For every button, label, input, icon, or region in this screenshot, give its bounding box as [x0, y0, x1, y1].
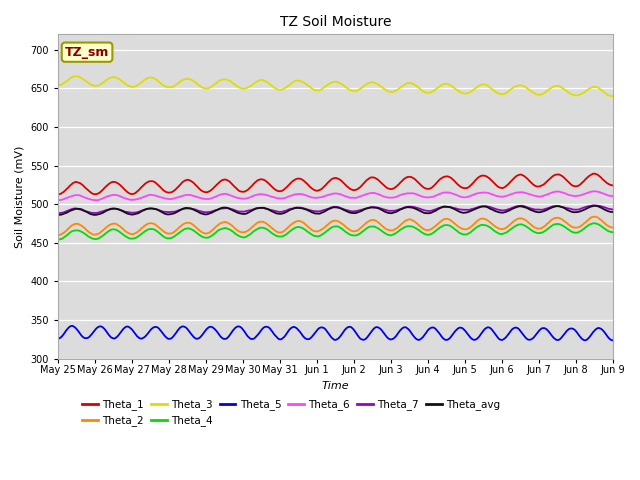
X-axis label: Time: Time	[322, 381, 349, 391]
Line: Theta_1: Theta_1	[58, 174, 612, 194]
Theta_4	[227, 227, 234, 233]
Line: Theta_5: Theta_5	[58, 326, 612, 340]
Theta_5	[559, 333, 567, 339]
Theta_4	[590, 220, 598, 226]
Theta_1	[462, 185, 470, 191]
Theta_5	[392, 333, 400, 339]
Theta_avg	[54, 212, 62, 218]
Theta_7	[558, 204, 566, 210]
Theta_avg	[289, 205, 297, 211]
Theta_7	[462, 207, 470, 213]
Theta_2	[391, 227, 399, 232]
Line: Theta_4: Theta_4	[58, 223, 612, 240]
Theta_6	[92, 197, 99, 203]
Theta_2	[609, 225, 616, 230]
Theta_2	[365, 218, 372, 224]
Theta_4	[609, 229, 616, 235]
Theta_1	[558, 173, 566, 179]
Theta_avg	[365, 205, 373, 211]
Title: TZ Soil Moisture: TZ Soil Moisture	[280, 15, 391, 29]
Theta_3	[289, 79, 297, 85]
Theta_4	[288, 227, 296, 232]
Line: Theta_3: Theta_3	[58, 76, 612, 96]
Theta_5	[289, 324, 297, 330]
Theta_2	[591, 214, 599, 219]
Theta_6	[590, 189, 598, 194]
Theta_3	[72, 73, 79, 79]
Line: Theta_2: Theta_2	[58, 216, 612, 235]
Theta_2	[288, 221, 296, 227]
Theta_4	[558, 222, 566, 228]
Theta_1	[391, 185, 399, 191]
Theta_2	[558, 216, 566, 222]
Legend: Theta_1, Theta_2, Theta_3, Theta_4, Theta_5, Theta_6, Theta_7, Theta_avg: Theta_1, Theta_2, Theta_3, Theta_4, Thet…	[83, 399, 500, 426]
Theta_5	[581, 337, 589, 343]
Theta_4	[54, 237, 62, 242]
Theta_3	[463, 90, 470, 96]
Theta_7	[227, 206, 234, 212]
Theta_1	[365, 176, 372, 182]
Theta_3	[228, 80, 236, 85]
Theta_6	[289, 192, 297, 198]
Theta_1	[54, 192, 62, 197]
Line: Theta_6: Theta_6	[58, 192, 612, 200]
Theta_5	[228, 329, 236, 335]
Theta_7	[589, 203, 597, 208]
Theta_5	[54, 336, 62, 341]
Theta_1	[590, 171, 598, 177]
Theta_4	[391, 231, 399, 237]
Theta_3	[392, 87, 400, 93]
Theta_7	[365, 205, 372, 211]
Theta_4	[365, 224, 372, 230]
Theta_6	[228, 193, 236, 199]
Theta_5	[463, 330, 470, 336]
Theta_3	[559, 85, 567, 91]
Line: Theta_7: Theta_7	[58, 205, 612, 213]
Theta_3	[365, 80, 373, 85]
Theta_6	[559, 190, 567, 195]
Theta_6	[365, 191, 373, 196]
Theta_3	[609, 93, 616, 99]
Theta_avg	[228, 207, 236, 213]
Theta_3	[54, 82, 62, 88]
Theta_1	[288, 179, 296, 185]
Theta_6	[54, 197, 62, 203]
Y-axis label: Soil Moisture (mV): Soil Moisture (mV)	[15, 145, 25, 248]
Theta_7	[609, 206, 616, 212]
Theta_7	[288, 206, 296, 212]
Theta_avg	[463, 210, 470, 216]
Theta_6	[463, 194, 470, 200]
Theta_5	[365, 331, 373, 337]
Theta_7	[54, 210, 62, 216]
Line: Theta_avg: Theta_avg	[58, 206, 612, 215]
Theta_avg	[609, 209, 616, 215]
Theta_avg	[559, 204, 567, 210]
Theta_6	[609, 193, 616, 199]
Theta_1	[227, 180, 234, 186]
Theta_avg	[591, 203, 599, 209]
Theta_4	[462, 232, 470, 238]
Theta_2	[227, 222, 234, 228]
Theta_6	[392, 194, 400, 200]
Theta_2	[462, 227, 470, 232]
Text: TZ_sm: TZ_sm	[65, 46, 109, 59]
Theta_5	[609, 337, 616, 343]
Theta_5	[68, 323, 76, 329]
Theta_avg	[392, 209, 400, 215]
Theta_7	[391, 208, 399, 214]
Theta_1	[609, 182, 616, 188]
Theta_2	[54, 232, 62, 238]
Theta_avg	[90, 212, 98, 218]
